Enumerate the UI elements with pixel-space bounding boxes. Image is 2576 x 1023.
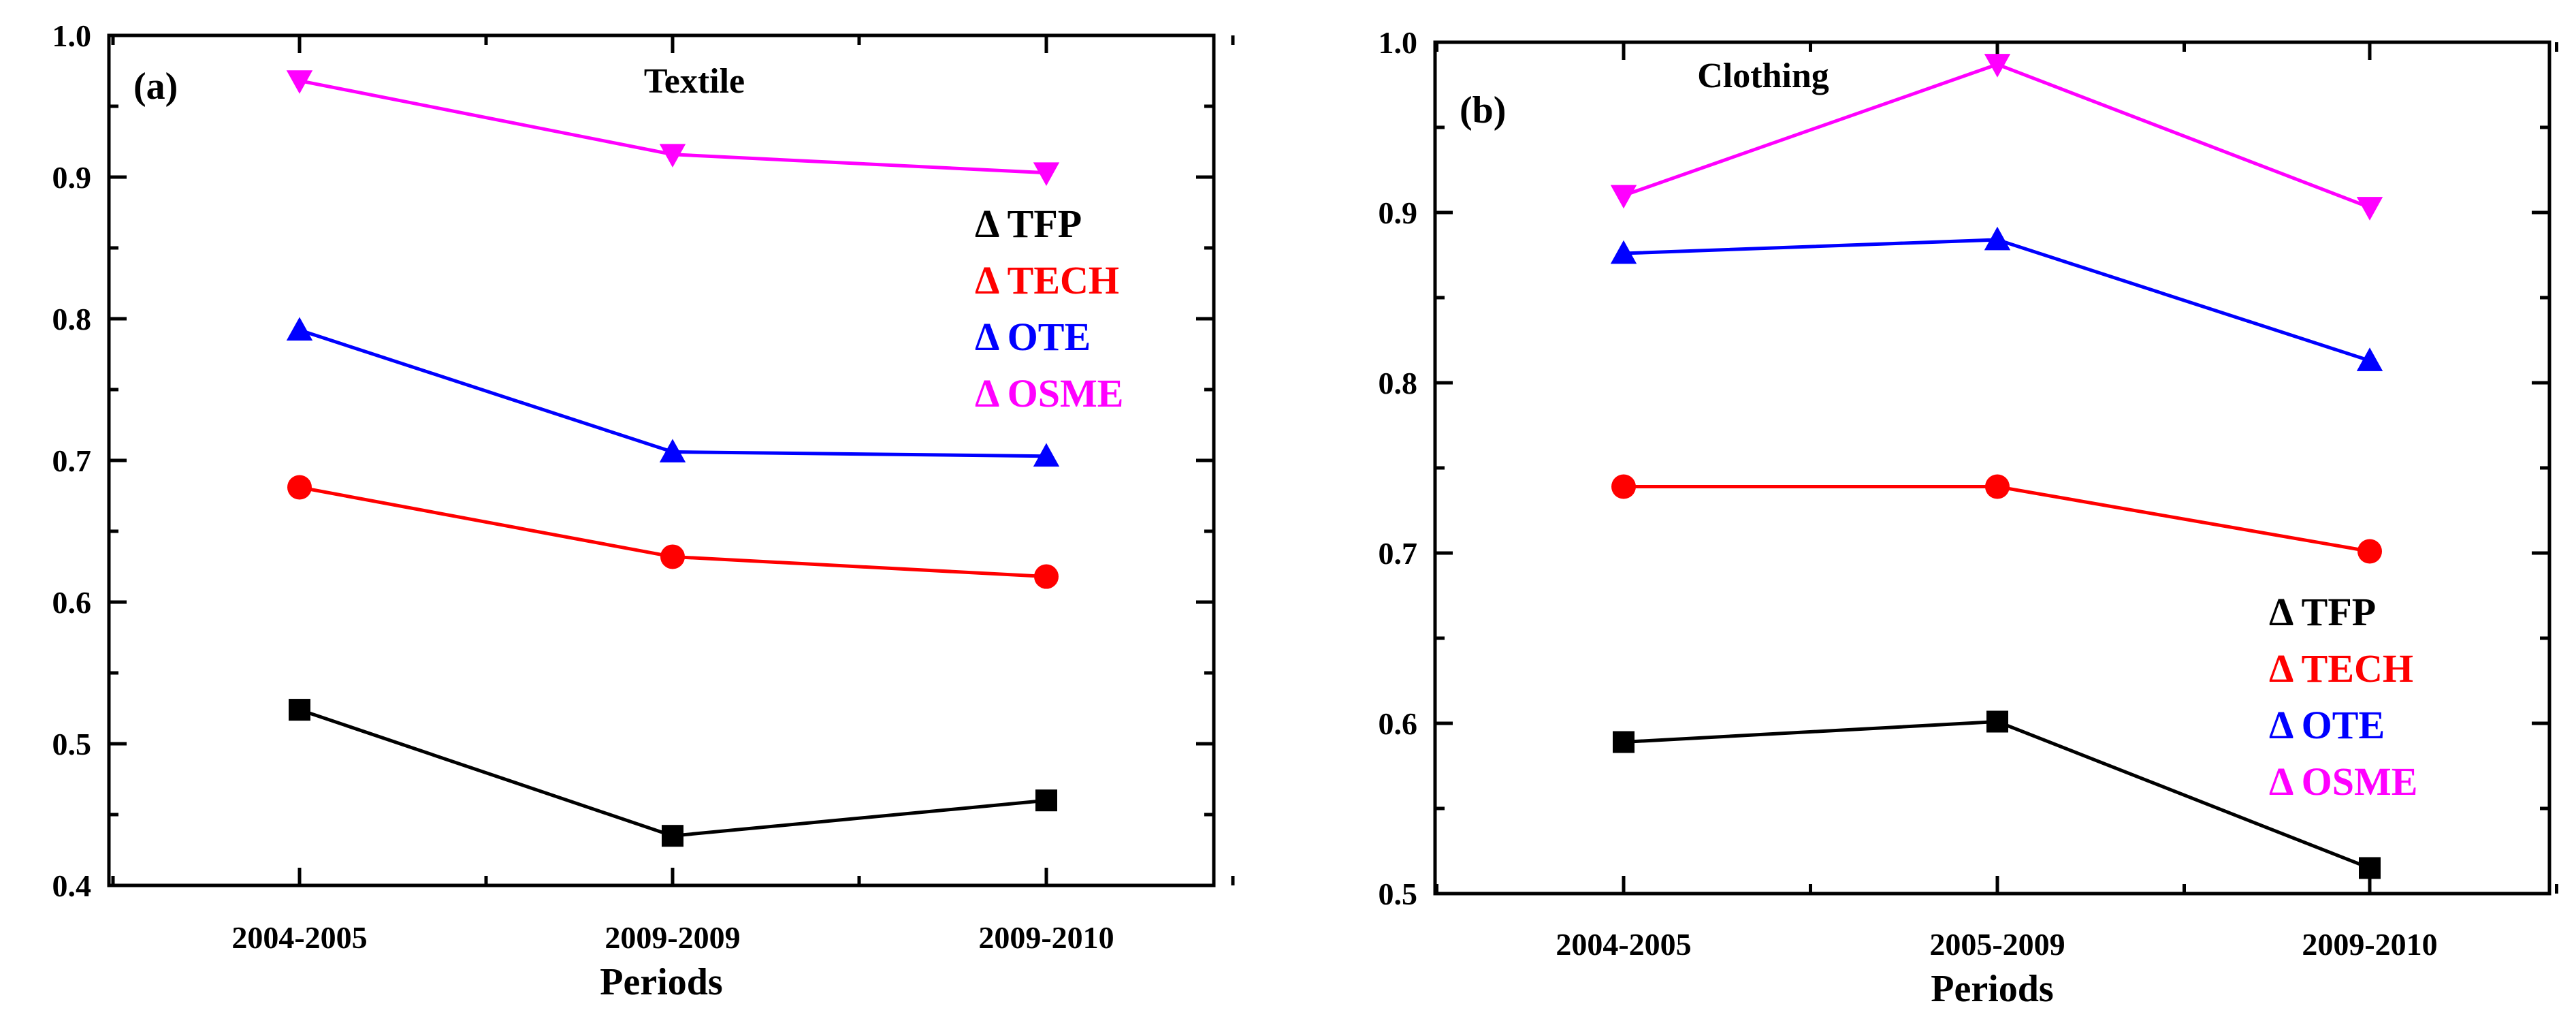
data-point bbox=[659, 439, 686, 462]
x-tick-label: 2009-2010 bbox=[2302, 927, 2437, 962]
legend-entry: Δ OTE bbox=[2269, 703, 2385, 747]
data-point bbox=[2357, 539, 2382, 564]
x-tick-label: 2009-2010 bbox=[978, 920, 1114, 955]
panel-label: (a) bbox=[133, 65, 178, 108]
y-tick-label: 0.8 bbox=[52, 302, 92, 336]
y-tick-label: 0.5 bbox=[1379, 877, 1418, 911]
data-point bbox=[1033, 162, 1060, 186]
data-point bbox=[289, 699, 310, 721]
data-point bbox=[286, 70, 313, 94]
data-point bbox=[2356, 197, 2383, 221]
legend-entry: Δ TFP bbox=[975, 202, 1082, 246]
data-point bbox=[1034, 564, 1059, 589]
data-point bbox=[1984, 226, 2011, 251]
data-point bbox=[662, 825, 683, 847]
x-tick-label: 2004-2005 bbox=[231, 920, 367, 955]
x-axis-title: Periods bbox=[600, 961, 722, 1003]
data-point bbox=[1035, 789, 1057, 812]
data-point bbox=[1613, 731, 1635, 753]
y-tick-label: 0.9 bbox=[1379, 195, 1418, 230]
panel-label: (b) bbox=[1460, 89, 1506, 131]
data-point bbox=[1033, 443, 1060, 467]
series-line bbox=[1623, 238, 2370, 362]
y-tick-label: 0.6 bbox=[1379, 706, 1418, 741]
legend-entry: Δ OTE bbox=[975, 315, 1091, 359]
y-tick-label: 1.0 bbox=[1379, 25, 1418, 60]
data-point bbox=[1986, 710, 2008, 733]
series-line bbox=[299, 708, 1047, 838]
legend-entry: Δ TECH bbox=[975, 258, 1119, 302]
data-point bbox=[2356, 347, 2383, 371]
data-point bbox=[2359, 857, 2381, 879]
legend-entry: Δ OSME bbox=[2269, 759, 2417, 804]
x-tick-label: 2005-2009 bbox=[1929, 927, 2065, 962]
series-line bbox=[299, 328, 1047, 458]
x-axis-title: Periods bbox=[1931, 968, 2053, 1010]
data-point bbox=[286, 317, 313, 341]
y-tick-label: 0.4 bbox=[52, 868, 92, 903]
x-tick-label: 2004-2005 bbox=[1556, 927, 1691, 962]
data-point bbox=[1611, 474, 1636, 499]
data-point bbox=[660, 544, 685, 569]
legend-entry: Δ TFP bbox=[2269, 590, 2376, 634]
legend-entry: Δ TECH bbox=[2269, 646, 2413, 691]
x-tick-label: 2009-2009 bbox=[605, 920, 740, 955]
y-tick-label: 0.8 bbox=[1379, 366, 1418, 400]
y-tick-label: 0.7 bbox=[1379, 536, 1418, 571]
series-line bbox=[1623, 719, 2370, 870]
data-point bbox=[1610, 240, 1637, 264]
data-point bbox=[1610, 185, 1637, 209]
chart-panel-clothing: 0.5 0.6 0.7 0.8 0.9 1.0 2004-2005 2005-2009 2009… bbox=[1379, 25, 2558, 1010]
data-point bbox=[1985, 474, 2010, 499]
y-tick-label: 0.5 bbox=[52, 727, 92, 761]
y-tick-label: 1.0 bbox=[52, 18, 92, 53]
y-tick-label: 0.7 bbox=[52, 443, 92, 478]
y-tick-label: 0.6 bbox=[52, 585, 92, 620]
data-point bbox=[659, 144, 686, 168]
legend-entry: Δ OSME bbox=[975, 371, 1123, 415]
data-point bbox=[1984, 54, 2011, 78]
chart-panel-textile: 0.4 0.5 0.6 0.7 0.8 0.9 1.0 2004-2005 2009-2009 2… bbox=[52, 18, 1235, 1003]
chart-title: Textile bbox=[644, 62, 745, 101]
y-tick-label: 0.9 bbox=[52, 160, 92, 195]
chart-title: Clothing bbox=[1697, 57, 1829, 95]
data-point bbox=[287, 475, 312, 500]
